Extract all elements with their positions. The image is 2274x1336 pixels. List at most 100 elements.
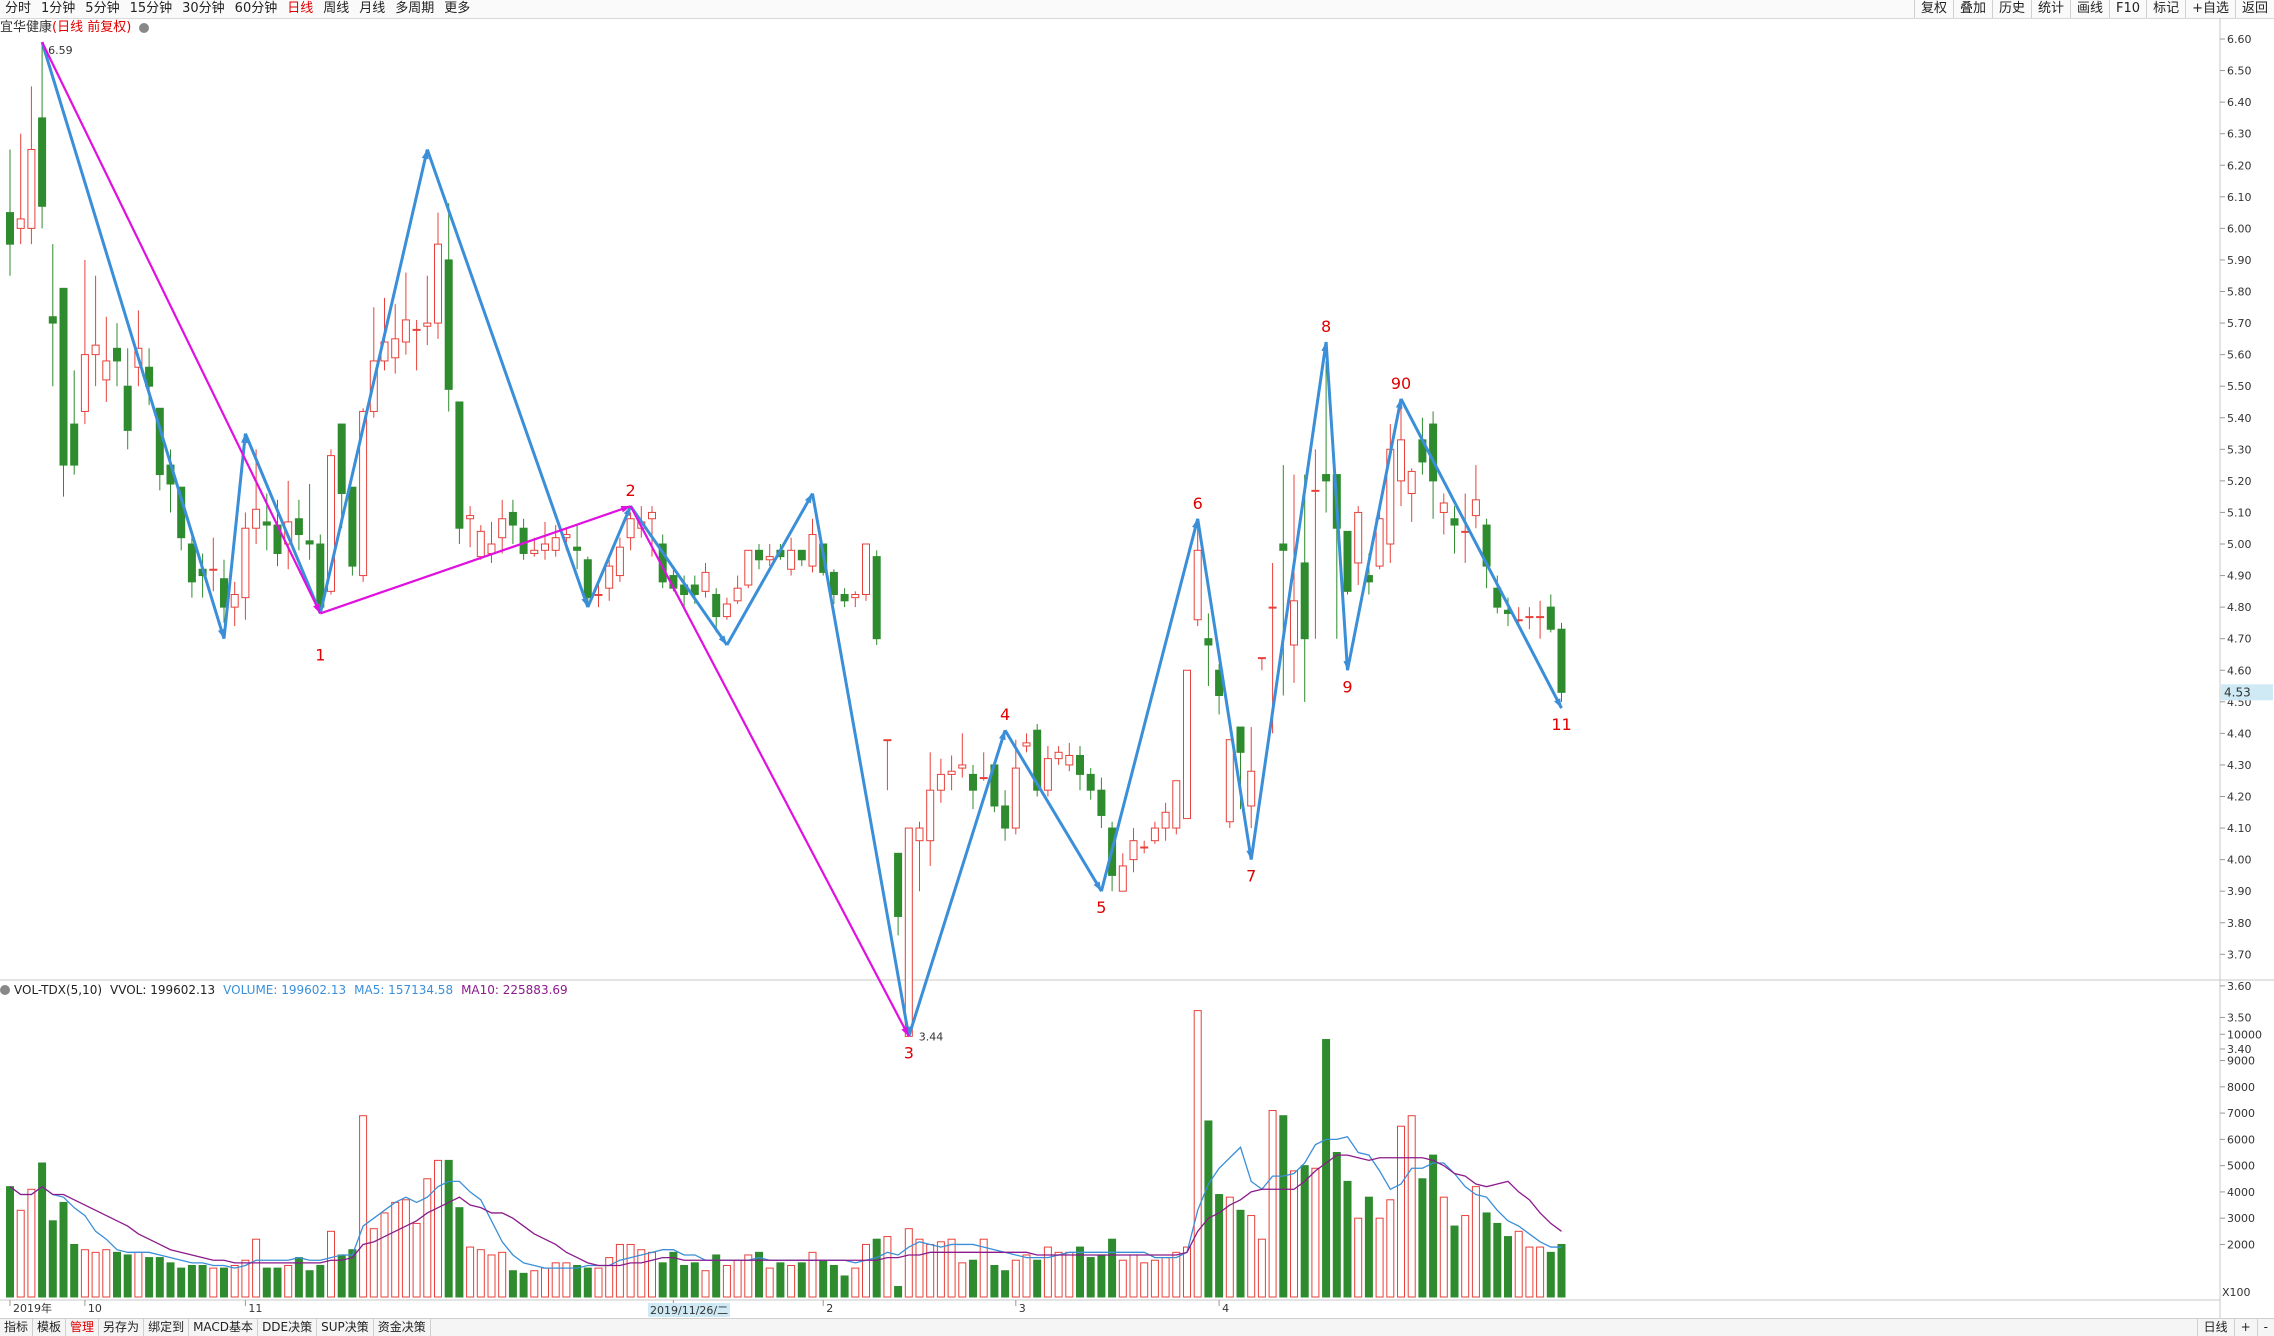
volume-bar <box>1086 1257 1095 1298</box>
period-tab-8[interactable]: 月线 <box>359 1 386 16</box>
volume-bar <box>508 1270 517 1298</box>
volume-bar <box>1150 1259 1159 1298</box>
price-tick-label: 4.90 <box>2227 570 2252 583</box>
volume-bar <box>1536 1246 1545 1298</box>
bottom-tool-2[interactable]: - <box>2256 1319 2274 1336</box>
tool-button-8[interactable]: 返回 <box>2234 0 2274 18</box>
volume-bar <box>487 1254 496 1298</box>
volume-bar <box>755 1251 763 1298</box>
volume-bar <box>573 1264 582 1298</box>
period-tab-5[interactable]: 60分钟 <box>234 1 278 16</box>
candle-body <box>1493 587 1502 608</box>
blue-wave-arrow <box>244 432 322 615</box>
tool-button-5[interactable]: F10 <box>2109 0 2146 18</box>
volume-bar <box>680 1264 689 1298</box>
period-tab-10[interactable]: 更多 <box>444 1 471 16</box>
volume-bar <box>27 1188 36 1298</box>
volume-bar <box>1375 1217 1384 1298</box>
kline-chart[interactable]: 6.60 6.50 6.40 6.30 6.20 6.10 6.00 5.90 5.80 5.70… <box>0 18 2274 1318</box>
blue-wave-arrow-arrowhead <box>1554 698 1562 709</box>
volume-tick-label: 4000 <box>2227 1186 2255 1199</box>
candle-body <box>936 773 945 791</box>
stock-name: 宜华健康 <box>0 20 53 35</box>
candle-body <box>594 594 603 596</box>
bottom-tab-3[interactable]: 另存为 <box>99 1319 145 1336</box>
bottom-tab-5[interactable]: MACD基本 <box>189 1319 259 1336</box>
month-label: 2 <box>826 1302 833 1315</box>
bottom-tab-8[interactable]: 资金决策 <box>374 1319 431 1336</box>
candle-body <box>305 540 314 545</box>
volume-bar <box>1300 1165 1309 1298</box>
blue-wave-arrow <box>1196 518 1253 860</box>
bottom-tool-1[interactable]: + <box>2233 1319 2257 1336</box>
volume-bar <box>883 1236 892 1298</box>
volume-bar <box>327 1230 335 1298</box>
bottom-tab-2[interactable]: 管理 <box>66 1319 100 1336</box>
price-tick-label: 6.50 <box>2227 65 2252 78</box>
candle-body <box>519 527 528 554</box>
wave-label: 11 <box>1551 715 1571 734</box>
candle-body <box>1268 606 1277 609</box>
candle-body <box>808 534 817 567</box>
bottom-tool-0[interactable]: 日线 <box>2196 1319 2234 1336</box>
candle-body <box>701 571 710 592</box>
magenta-wave-arrow <box>41 41 322 614</box>
volume-bar <box>1279 1115 1288 1298</box>
bottom-tab-1[interactable]: 模板 <box>33 1319 67 1336</box>
tool-button-7[interactable]: +自选 <box>2185 0 2235 18</box>
bottom-tab-0[interactable]: 指标 <box>0 1319 34 1336</box>
period-tab-4[interactable]: 30分钟 <box>182 1 225 16</box>
candle-body <box>1043 758 1052 791</box>
tool-button-6[interactable]: 标记 <box>2146 0 2185 18</box>
candle-body <box>1429 423 1438 482</box>
volume-bar <box>1215 1194 1224 1298</box>
candle-body <box>337 423 346 494</box>
bottom-tab-6[interactable]: DDE决策 <box>258 1319 318 1336</box>
period-tab-2[interactable]: 5分钟 <box>85 1 120 16</box>
candle-body <box>530 549 539 554</box>
volume-bar <box>626 1243 635 1298</box>
candle-body <box>123 385 132 431</box>
candle-body <box>1097 789 1106 816</box>
volume-bar <box>1557 1243 1566 1298</box>
candle-body <box>872 556 881 640</box>
tool-button-1[interactable]: 叠加 <box>1952 0 1992 18</box>
period-tab-3[interactable]: 15分钟 <box>129 1 173 16</box>
period-tab-6[interactable]: 日线 <box>287 1 314 16</box>
volume-bar <box>1354 1217 1363 1298</box>
bottom-tabs: 指标 模板 管理 另存为 绑定到 MACD基本 DDE决策 SUP决策 资金决策 <box>0 1319 431 1336</box>
candle-body <box>1140 846 1149 849</box>
candle-body <box>883 739 892 742</box>
wave-label: 8 <box>1321 317 1331 336</box>
settings-circle-icon[interactable] <box>139 22 150 33</box>
tool-button-4[interactable]: 画线 <box>2070 0 2109 18</box>
vol-indicator: VOL-TDX(5,10) <box>14 983 103 997</box>
volume-bar <box>1290 1170 1298 1298</box>
candle-body <box>1407 470 1416 494</box>
period-tab-1[interactable]: 1分钟 <box>41 1 76 16</box>
price-tick-label: 4.60 <box>2227 664 2252 677</box>
candle-body <box>391 338 400 359</box>
volume-bar <box>990 1264 999 1298</box>
tool-button-0[interactable]: 复权 <box>1913 0 1953 18</box>
candle-body <box>1150 827 1159 842</box>
tool-button-2[interactable]: 历史 <box>1991 0 2031 18</box>
bottom-tab-7[interactable]: SUP决策 <box>317 1319 374 1336</box>
blue-wave-arrow-arrowhead <box>999 730 1006 741</box>
volume-bar <box>1525 1246 1534 1298</box>
settings-circle-icon[interactable] <box>0 985 10 995</box>
period-tab-9[interactable]: 多周期 <box>395 1 435 16</box>
candle-body <box>1129 840 1138 861</box>
tool-button-3[interactable]: 统计 <box>2031 0 2070 18</box>
price-tick-label: 5.80 <box>2227 286 2252 299</box>
blue-wave-arrow <box>222 433 247 639</box>
candle-body <box>70 423 79 466</box>
period-tab-0[interactable]: 分时 <box>5 1 32 16</box>
blue-wave-arrow <box>725 492 814 646</box>
volume-bar <box>840 1275 849 1298</box>
period-tab-7[interactable]: 周线 <box>323 1 350 16</box>
volume-bar <box>476 1249 485 1298</box>
candle-body <box>1322 474 1331 482</box>
stock-mode: (日线 前复权) <box>52 20 132 35</box>
bottom-tab-4[interactable]: 绑定到 <box>144 1319 190 1336</box>
